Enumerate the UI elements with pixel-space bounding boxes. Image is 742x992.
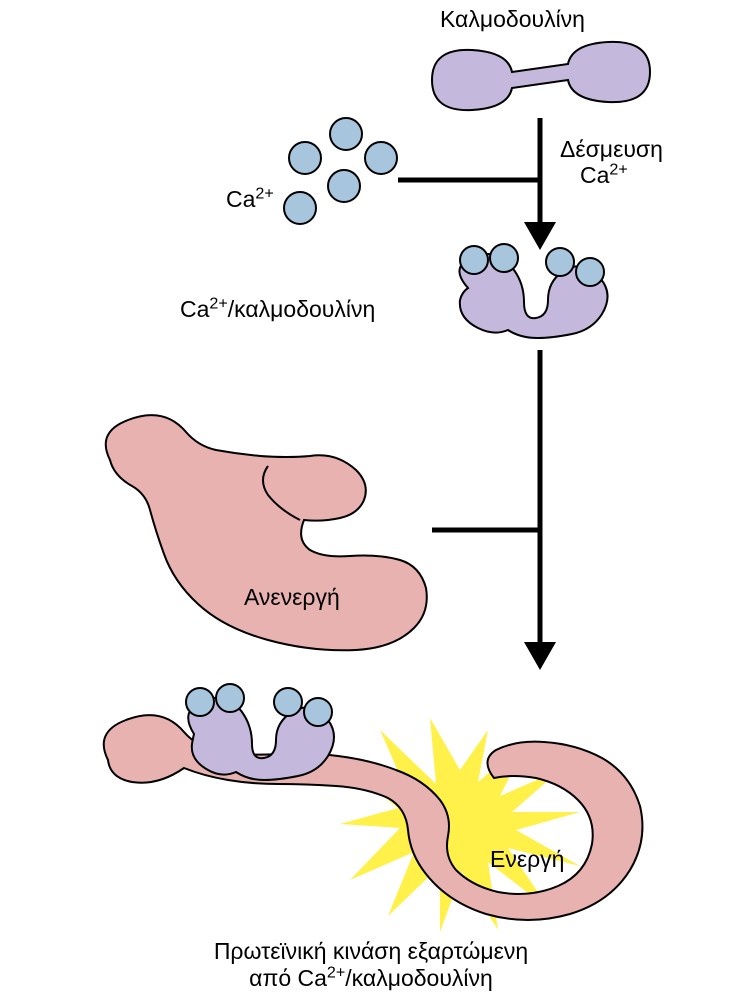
label-active: Ενεργή — [490, 846, 564, 873]
arrow-ca-binding — [398, 118, 556, 250]
arrow-activation — [432, 350, 556, 670]
ca-calmodulin-complex — [459, 244, 607, 338]
label-ca-binding-line2: Ca2+ — [580, 162, 628, 189]
label-calmodulin: Καλμοδουλίνη — [440, 6, 585, 33]
label-footer: Πρωτεϊνική κινάση εξαρτώμενη από Ca2+/κα… — [150, 938, 592, 992]
calcium-ions — [284, 118, 397, 224]
calmodulin-extended — [432, 42, 650, 110]
label-ca-calmodulin: Ca2+/καλμοδουλίνη — [180, 296, 375, 323]
label-ca-binding-line1: Δέσμευση — [560, 136, 663, 163]
kinase-inactive — [106, 415, 427, 650]
diagram-canvas: Καλμοδουλίνη Δέσμευση Ca2+ Ca2+ Ca2+/καλ… — [0, 0, 742, 992]
label-inactive: Ανενεργή — [244, 584, 340, 611]
label-ca-ions: Ca2+ — [226, 186, 274, 213]
calmodulin-bound — [186, 684, 334, 780]
